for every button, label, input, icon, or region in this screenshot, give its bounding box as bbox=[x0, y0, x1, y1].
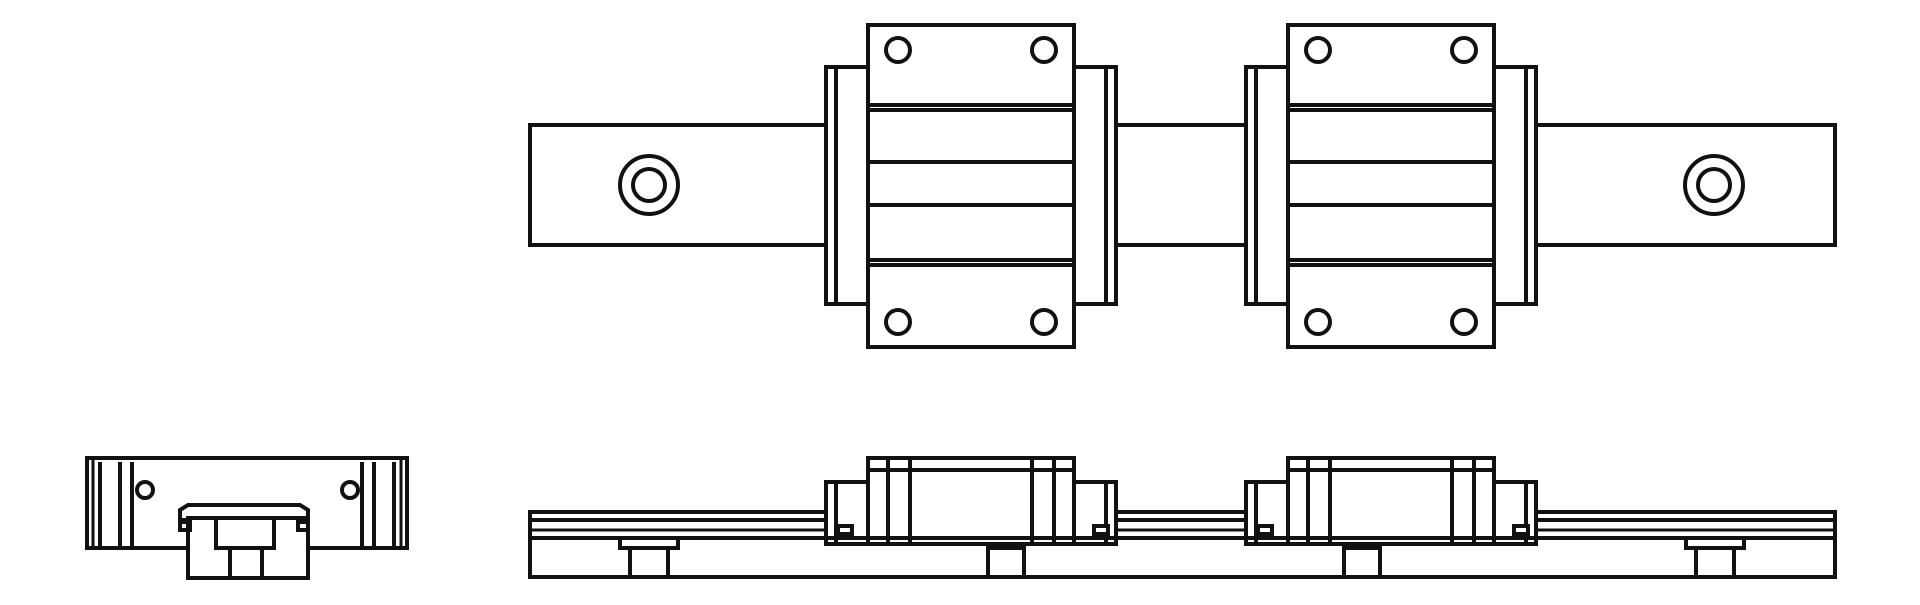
rail-hole-right bbox=[1683, 154, 1745, 216]
top-view bbox=[528, 23, 1837, 349]
side-view bbox=[528, 456, 1837, 579]
bolt-hole bbox=[1030, 308, 1058, 336]
bolt-hole bbox=[1450, 36, 1478, 64]
carriage-block-1-side bbox=[824, 456, 1118, 546]
rail-bolt-right bbox=[1684, 536, 1746, 579]
bolt-hole bbox=[1304, 36, 1332, 64]
carriage-block-1-top bbox=[824, 23, 1118, 349]
end-view bbox=[85, 456, 409, 580]
bolt-hole bbox=[884, 308, 912, 336]
carriage-block-2-top bbox=[1244, 23, 1538, 349]
bolt-hole bbox=[1450, 308, 1478, 336]
rail-hole-left bbox=[618, 154, 680, 216]
rail-bolt-left bbox=[618, 536, 680, 579]
bolt-hole bbox=[1304, 308, 1332, 336]
bolt-hole bbox=[884, 36, 912, 64]
end-side-hole-left bbox=[135, 480, 155, 500]
rail-top bbox=[528, 123, 1837, 247]
end-side-hole-right bbox=[340, 480, 360, 500]
bolt-hole bbox=[1030, 36, 1058, 64]
carriage-block-2-side bbox=[1244, 456, 1538, 546]
rail-side bbox=[528, 510, 1837, 579]
